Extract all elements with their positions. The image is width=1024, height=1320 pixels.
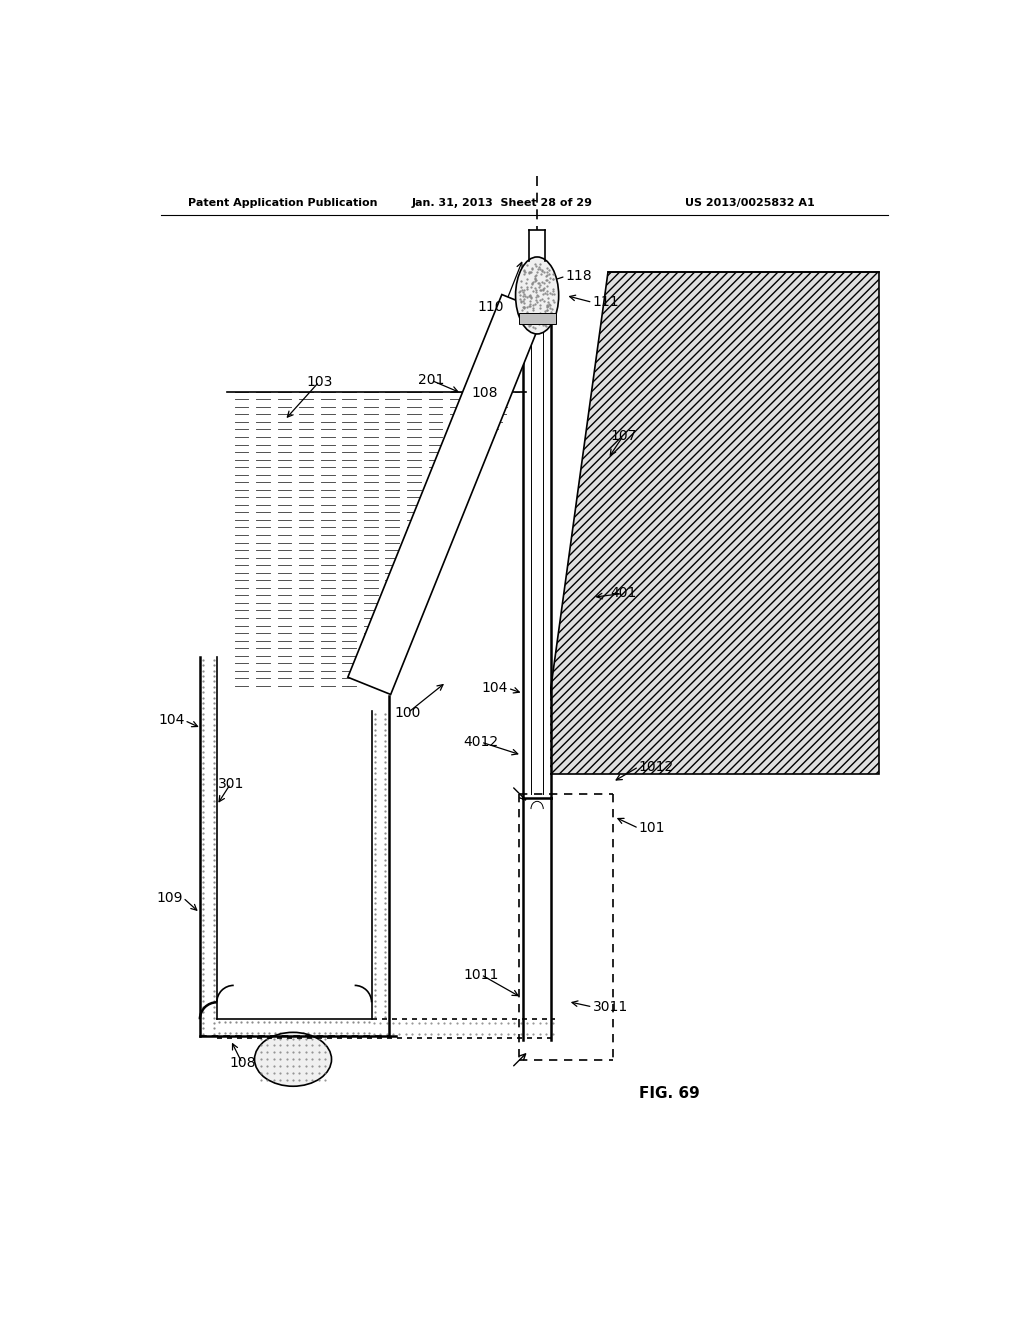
- Ellipse shape: [515, 257, 559, 334]
- Text: 108: 108: [471, 387, 498, 400]
- Text: 103: 103: [306, 375, 333, 388]
- Text: 104: 104: [158, 714, 184, 727]
- Text: 111: 111: [593, 296, 620, 309]
- Text: US 2013/0025832 A1: US 2013/0025832 A1: [685, 198, 815, 209]
- Text: 101: 101: [639, 821, 666, 836]
- Text: 104: 104: [481, 681, 508, 696]
- Text: 110: 110: [477, 300, 504, 314]
- Text: 1011: 1011: [463, 968, 499, 982]
- Text: 201: 201: [418, 374, 444, 387]
- Text: 4012: 4012: [463, 735, 499, 748]
- Text: 118: 118: [565, 269, 592, 284]
- Text: 301: 301: [217, 776, 244, 791]
- Bar: [524, 313, 550, 797]
- Text: 401: 401: [610, 586, 637, 601]
- Bar: [518, 313, 556, 323]
- Text: Patent Application Publication: Patent Application Publication: [188, 198, 378, 209]
- Text: 109: 109: [157, 891, 183, 904]
- Text: 100: 100: [394, 706, 421, 719]
- Polygon shape: [539, 272, 879, 775]
- Text: 107: 107: [610, 429, 637, 442]
- Ellipse shape: [255, 1032, 332, 1086]
- Text: 1012: 1012: [639, 760, 674, 774]
- Text: FIG. 69: FIG. 69: [639, 1086, 700, 1101]
- Text: 3011: 3011: [593, 1001, 628, 1014]
- Polygon shape: [348, 294, 545, 694]
- Text: Jan. 31, 2013  Sheet 28 of 29: Jan. 31, 2013 Sheet 28 of 29: [412, 198, 593, 209]
- Text: 108: 108: [229, 1056, 255, 1071]
